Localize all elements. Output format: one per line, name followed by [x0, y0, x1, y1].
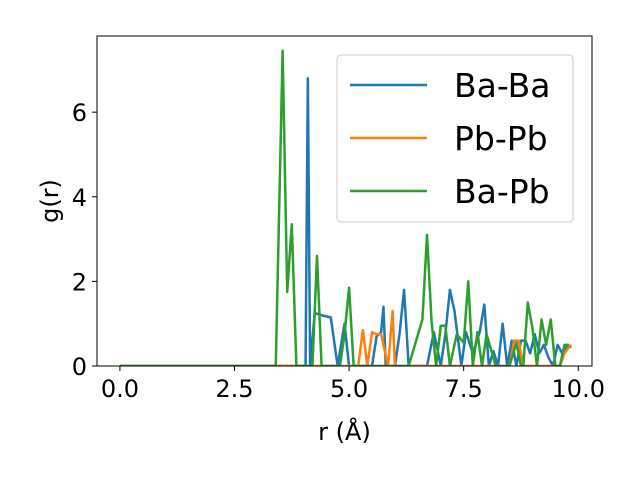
legend-entry-label: Ba-Ba — [454, 66, 550, 105]
x-axis-label: r (Å) — [318, 417, 371, 446]
x-tick-label: 10.0 — [552, 375, 605, 403]
plot-lines — [119, 49, 573, 366]
series-line-ba-pb — [119, 49, 570, 366]
y-axis-label: g(r) — [36, 179, 64, 223]
plot-frame — [96, 35, 593, 367]
legend: Ba-Ba Pb-Pb Ba-Pb — [336, 54, 574, 223]
y-tick-label: 2 — [72, 268, 87, 296]
x-tick-label: 0.0 — [101, 375, 139, 403]
legend-entry-label: Ba-Pb — [454, 172, 550, 211]
legend-entry-label: Pb-Pb — [454, 119, 548, 158]
x-tick-label: 2.5 — [215, 375, 253, 403]
y-tick-label: 4 — [72, 184, 87, 212]
y-tick-label: 0 — [72, 353, 87, 381]
legend-box — [336, 54, 574, 223]
series-line-pb-pb — [119, 309, 573, 366]
y-tick-label: 6 — [72, 99, 87, 127]
x-tick-label: 5.0 — [330, 375, 368, 403]
x-tick-label: 7.5 — [445, 375, 483, 403]
axes: 0.0 2.5 5.0 7.5 10.0 0 2 4 6 r (Å) g(r) — [36, 35, 605, 446]
